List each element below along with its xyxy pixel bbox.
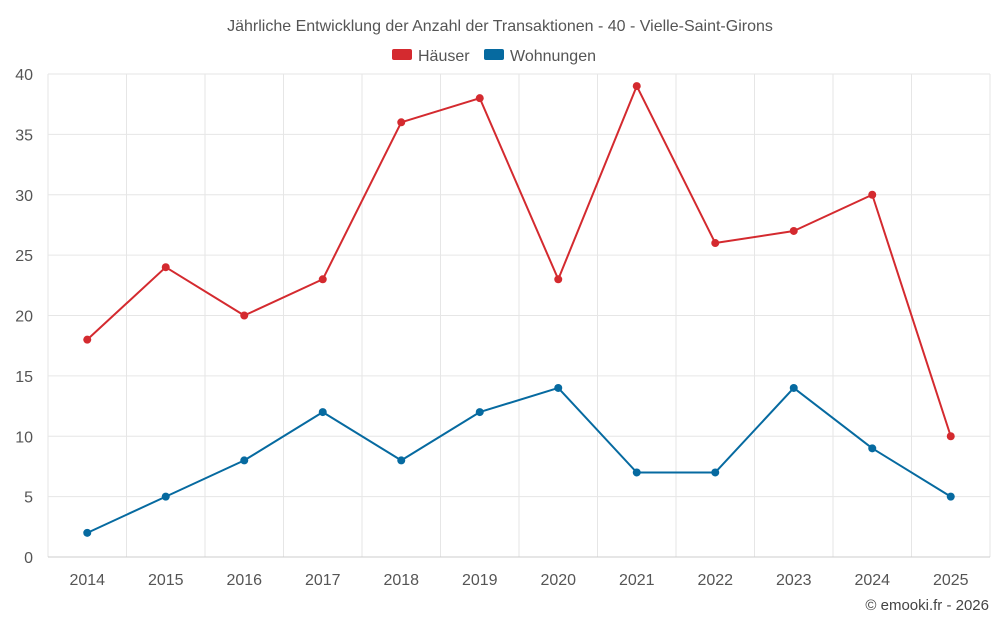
x-tick-label: 2014 [69,572,105,589]
legend-label-haeuser: Häuser [418,48,470,65]
legend-swatch-haeuser [392,49,412,60]
data-point[interactable] [475,408,484,417]
data-point[interactable] [632,82,641,91]
x-tick-label: 2015 [148,572,184,589]
y-tick-label: 40 [15,67,33,84]
data-point[interactable] [161,492,170,501]
data-point[interactable] [868,190,877,199]
y-tick-label: 35 [15,127,33,144]
data-point[interactable] [711,239,720,248]
y-tick-label: 25 [15,248,33,265]
x-tick-label: 2025 [933,572,969,589]
x-tick-label: 2020 [540,572,576,589]
x-tick-label: 2022 [697,572,733,589]
legend-item-wohnungen[interactable]: Wohnungen [484,48,596,65]
credit-text: © emooki.fr - 2026 [865,597,989,614]
series-line-0 [86,85,952,437]
x-tick-label: 2023 [776,572,812,589]
data-point[interactable] [868,444,877,453]
legend[interactable]: Häuser Wohnungen [392,48,596,65]
y-tick-label: 20 [15,309,33,326]
data-point[interactable] [946,432,955,441]
y-tick-label: 15 [15,369,33,386]
x-tick-label: 2018 [383,572,419,589]
data-point[interactable] [397,118,406,127]
x-tick-label: 2019 [462,572,498,589]
series-line-1 [86,386,952,534]
x-tick-label: 2021 [619,572,655,589]
y-tick-label: 0 [24,550,33,567]
y-tick-label: 30 [15,188,33,205]
data-point[interactable] [475,94,484,103]
data-point[interactable] [632,468,641,477]
data-point[interactable] [554,275,563,284]
data-point[interactable] [789,226,798,235]
data-point[interactable] [240,311,249,320]
data-point[interactable] [318,275,327,284]
x-tick-label: 2017 [305,572,341,589]
y-tick-label: 10 [15,429,33,446]
data-point[interactable] [83,335,92,344]
series [83,82,955,537]
x-tick-label: 2016 [226,572,262,589]
grid [47,73,991,557]
x-tick-label: 2024 [854,572,890,589]
chart-title: Jährliche Entwicklung der Anzahl der Tra… [227,18,773,35]
y-tick-label: 5 [24,490,33,507]
data-point[interactable] [83,528,92,537]
legend-label-wohnungen: Wohnungen [510,48,596,65]
data-point[interactable] [318,408,327,417]
data-point[interactable] [397,456,406,465]
data-point[interactable] [240,456,249,465]
data-point[interactable] [946,492,955,501]
data-point[interactable] [711,468,720,477]
legend-item-haeuser[interactable]: Häuser [392,48,470,65]
data-point[interactable] [554,383,563,392]
data-point[interactable] [161,263,170,272]
legend-swatch-wohnungen [484,49,504,60]
data-point[interactable] [789,383,798,392]
